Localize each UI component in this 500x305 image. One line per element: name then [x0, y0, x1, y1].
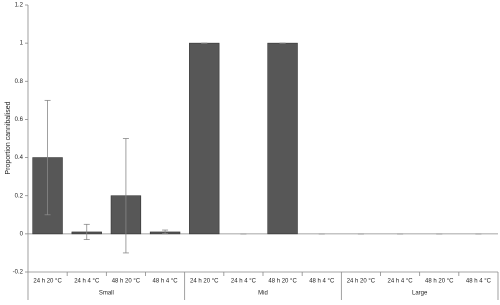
y-tick-label: 0.8: [15, 79, 24, 85]
x-tick-label: 24 h 20 °C: [33, 279, 62, 285]
group-label: Small: [99, 291, 114, 297]
group-label: Mid: [258, 291, 268, 297]
y-tick-label: 1: [20, 41, 24, 47]
y-tick-label: -0.2: [13, 270, 24, 276]
x-tick-label: 48 h 4 °C: [466, 279, 492, 285]
x-tick-label: 48 h 20 °C: [425, 279, 454, 285]
y-tick-label: 0.6: [15, 117, 24, 123]
group-label: Large: [412, 291, 428, 297]
bar: [189, 42, 220, 235]
y-axis-title: Proportion cannibalised: [5, 101, 12, 174]
x-tick-label: 48 h 4 °C: [153, 279, 179, 285]
x-tick-label: 48 h 20 °C: [268, 279, 297, 285]
y-tick-label: 0: [20, 231, 24, 237]
x-tick-label: 24 h 20 °C: [190, 279, 219, 285]
y-tick-label: 1.2: [15, 3, 24, 9]
x-tick-label: 24 h 4 °C: [74, 279, 100, 285]
y-tick-label: 0.4: [15, 155, 24, 161]
x-tick-label: 24 h 20 °C: [347, 279, 376, 285]
bar: [267, 42, 298, 235]
y-tick-label: 0.2: [15, 193, 24, 199]
x-tick-label: 24 h 4 °C: [231, 279, 257, 285]
x-tick-label: 48 h 20 °C: [112, 279, 141, 285]
x-tick-label: 48 h 4 °C: [309, 279, 335, 285]
x-tick-label: 24 h 4 °C: [388, 279, 414, 285]
